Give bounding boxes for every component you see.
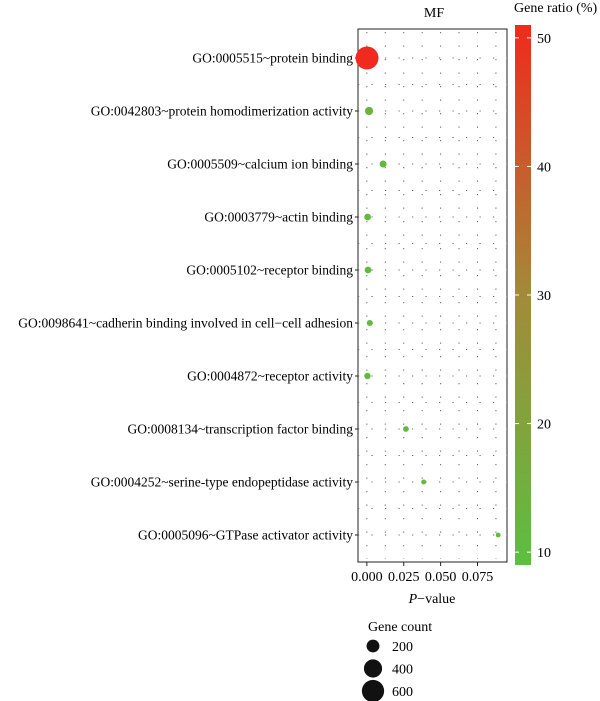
data-point — [364, 266, 372, 274]
color-tick-label: 20 — [537, 418, 551, 433]
y-tick-label: GO:0008134~transcription factor binding — [127, 422, 353, 437]
y-tick-label: GO:0042803~protein homodimerization acti… — [91, 104, 354, 119]
data-point — [364, 106, 374, 116]
data-point — [366, 319, 373, 327]
x-tick-label: 0.050 — [425, 570, 457, 585]
x-axis-title-rest: −value — [417, 592, 455, 607]
data-point — [364, 213, 371, 221]
size-legend-dot — [363, 659, 383, 678]
data-point — [421, 479, 427, 485]
size-legend-label: 200 — [392, 640, 413, 655]
plot-panel — [357, 28, 508, 563]
size-legend-label: 600 — [392, 685, 413, 700]
term-labels: GO:0005515~protein binding GO:0042803~pro… — [18, 51, 358, 543]
size-legend-dot — [366, 639, 380, 653]
data-point — [355, 46, 379, 70]
x-tick-label: 0.075 — [462, 570, 494, 585]
color-legend-ticks: 10 20 30 40 50 — [515, 32, 551, 561]
y-tick-label: GO:0005096~GTPase activator activity — [138, 528, 353, 543]
color-legend-bar — [515, 25, 531, 565]
size-legend-title: Gene count — [368, 620, 432, 635]
y-tick-label: GO:0005509~calcium ion binding — [167, 157, 353, 172]
x-axis-title: P−value — [408, 592, 456, 607]
y-tick-label: GO:0004252~serine-type endopeptidase act… — [91, 475, 353, 490]
data-point — [403, 426, 409, 432]
color-tick-label: 10 — [537, 546, 551, 561]
y-tick-label: GO:0005102~receptor binding — [186, 263, 353, 278]
color-tick-label: 40 — [537, 160, 551, 175]
size-legend: 200 400 600 — [361, 639, 413, 701]
x-tick-label: 0.025 — [388, 570, 420, 585]
points — [355, 46, 501, 538]
color-tick-label: 50 — [537, 32, 551, 47]
x-tick-label: 0.000 — [351, 570, 383, 585]
y-tick-label: GO:0003779~actin binding — [204, 210, 353, 225]
data-point — [379, 160, 387, 168]
data-point — [495, 532, 501, 538]
y-tick-label: GO:0005515~protein binding — [192, 51, 353, 66]
x-axis-ticks: 0.000 0.025 0.050 0.075 — [351, 562, 493, 585]
x-axis-title-italic: P — [408, 592, 418, 607]
color-tick-label: 30 — [537, 289, 551, 304]
color-legend-title: Gene ratio (%) — [514, 1, 598, 16]
y-tick-label: GO:0098641~cadherin binding involved in … — [18, 316, 353, 331]
y-tick-label: GO:0004872~receptor activity — [187, 369, 353, 384]
facet-label: MF — [424, 6, 444, 21]
data-point — [364, 372, 371, 380]
size-legend-label: 400 — [392, 663, 413, 678]
size-legend-dot — [361, 679, 385, 701]
